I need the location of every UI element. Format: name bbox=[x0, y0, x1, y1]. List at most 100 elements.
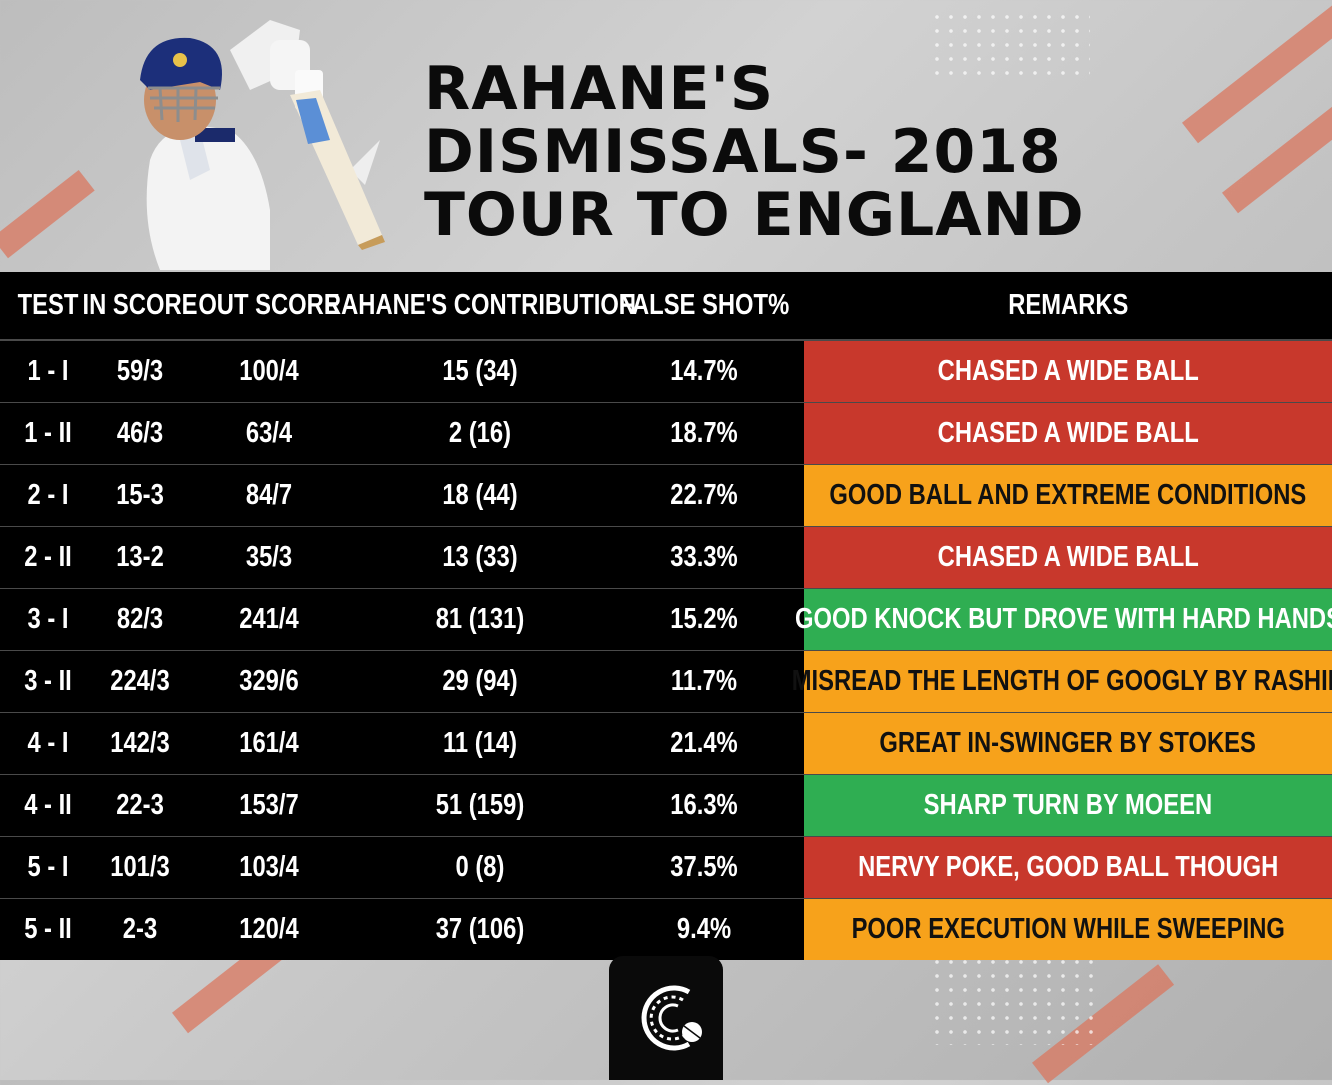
remark-cell: NERVY POKE, GOOD BALL THOUGH bbox=[804, 837, 1332, 898]
remark-text: CHASED A WIDE BALL bbox=[937, 355, 1199, 387]
test-cell: 3 - I bbox=[27, 603, 69, 635]
test-cell: 5 - I bbox=[27, 851, 69, 883]
remark-cell: SHARP TURN BY MOEEN bbox=[804, 775, 1332, 836]
out-score-cell: 84/7 bbox=[245, 479, 293, 511]
table-row: 1 - II 46/3 63/4 2 (16) 18.7% CHASED A WIDE B… bbox=[0, 403, 1332, 465]
in-score-cell: 224/3 bbox=[110, 665, 170, 697]
header-remarks-label: REMARKS bbox=[1007, 289, 1129, 321]
in-score-cell: 2-3 bbox=[122, 913, 158, 945]
decor-stripe bbox=[0, 170, 95, 259]
title-line: RAHANE'S bbox=[424, 54, 775, 124]
in-score-cell: 101/3 bbox=[110, 851, 170, 883]
remark-cell: CHASED A WIDE BALL bbox=[804, 403, 1332, 464]
remark-cell: GREAT IN-SWINGER BY STOKES bbox=[804, 713, 1332, 774]
in-score-cell: 15-3 bbox=[116, 479, 164, 511]
test-cell: 2 - II bbox=[24, 541, 72, 573]
contribution-cell: 51 (159) bbox=[435, 789, 525, 821]
table-header-row: TEST IN SCORE OUT SCORE RAHANE'S CONTRIB… bbox=[0, 272, 1332, 341]
batsman-illustration bbox=[140, 20, 385, 270]
out-score-cell: 100/4 bbox=[239, 355, 299, 387]
table-row: 1 - I 59/3 100/4 15 (34) 14.7% CHASED A WIDE … bbox=[0, 341, 1332, 403]
contribution-cell: 37 (106) bbox=[435, 913, 525, 945]
remark-text: NERVY POKE, GOOD BALL THOUGH bbox=[857, 851, 1279, 883]
contribution-cell: 15 (34) bbox=[442, 355, 518, 387]
false-shot-cell: 33.3% bbox=[670, 541, 738, 573]
test-cell: 1 - I bbox=[27, 355, 69, 387]
in-score-cell: 13-2 bbox=[116, 541, 164, 573]
false-shot-cell: 9.4% bbox=[676, 913, 732, 945]
out-score-cell: 329/6 bbox=[239, 665, 299, 697]
dismissals-table: TEST IN SCORE OUT SCORE RAHANE'S CONTRIB… bbox=[0, 272, 1332, 960]
page-title: RAHANE'S DISMISSALS- 2018 TOUR TO ENGLAN… bbox=[424, 58, 1184, 247]
false-shot-cell: 37.5% bbox=[670, 851, 738, 883]
remark-text: CHASED A WIDE BALL bbox=[937, 417, 1199, 449]
header-contribution: RAHANE'S CONTRIBUTION bbox=[323, 289, 637, 321]
false-shot-cell: 18.7% bbox=[670, 417, 738, 449]
decor-dots bbox=[930, 10, 1090, 80]
header-in-score: IN SCORE bbox=[82, 289, 198, 321]
test-cell: 2 - I bbox=[27, 479, 69, 511]
test-cell: 5 - II bbox=[24, 913, 72, 945]
table-row: 5 - I 101/3 103/4 0 (8) 37.5% NERVY POKE, GOO… bbox=[0, 837, 1332, 899]
table-row: 4 - II 22-3 153/7 51 (159) 16.3% SHARP TURN B… bbox=[0, 775, 1332, 837]
in-score-cell: 59/3 bbox=[116, 355, 164, 387]
title-line: DISMISSALS- 2018 bbox=[424, 117, 1062, 187]
remark-cell: POOR EXECUTION WHILE SWEEPING bbox=[804, 899, 1332, 960]
out-score-cell: 103/4 bbox=[239, 851, 299, 883]
remark-cell: GOOD KNOCK BUT DROVE WITH HARD HANDS bbox=[795, 589, 1332, 650]
out-score-cell: 153/7 bbox=[239, 789, 299, 821]
decor-stripe bbox=[1221, 94, 1332, 214]
test-cell: 3 - II bbox=[24, 665, 72, 697]
remark-cell: MISREAD THE LENGTH OF GOOGLY BY RASHID bbox=[791, 651, 1332, 712]
table-row: 4 - I 142/3 161/4 11 (14) 21.4% GREAT IN-SWIN… bbox=[0, 713, 1332, 775]
contribution-cell: 13 (33) bbox=[442, 541, 518, 573]
contribution-cell: 11 (14) bbox=[442, 727, 518, 759]
test-cell: 4 - II bbox=[24, 789, 72, 821]
in-score-cell: 46/3 bbox=[116, 417, 164, 449]
remark-text: SHARP TURN BY MOEEN bbox=[923, 789, 1213, 821]
title-line: TOUR TO ENGLAND bbox=[424, 180, 1085, 250]
false-shot-cell: 11.7% bbox=[670, 665, 738, 697]
contribution-cell: 2 (16) bbox=[448, 417, 512, 449]
remark-text: POOR EXECUTION WHILE SWEEPING bbox=[851, 913, 1285, 945]
test-cell: 4 - I bbox=[27, 727, 69, 759]
in-score-cell: 82/3 bbox=[116, 603, 164, 635]
remark-text: CHASED A WIDE BALL bbox=[937, 541, 1199, 573]
table-row: 2 - I 15-3 84/7 18 (44) 22.7% GOOD BALL AND E… bbox=[0, 465, 1332, 527]
table-row: 3 - I 82/3 241/4 81 (131) 15.2% GOOD KNOCK BU… bbox=[0, 589, 1332, 651]
header-false-shot: FALSE SHOT% bbox=[618, 289, 790, 321]
remark-cell: CHASED A WIDE BALL bbox=[804, 527, 1332, 588]
false-shot-cell: 15.2% bbox=[670, 603, 738, 635]
remark-cell: GOOD BALL AND EXTREME CONDITIONS bbox=[804, 465, 1332, 526]
out-score-cell: 120/4 bbox=[239, 913, 299, 945]
test-cell: 1 - II bbox=[24, 417, 72, 449]
in-score-cell: 142/3 bbox=[110, 727, 170, 759]
header-out-score: OUT SCORE bbox=[198, 289, 340, 321]
remark-cell: CHASED A WIDE BALL bbox=[804, 341, 1332, 402]
out-score-cell: 63/4 bbox=[245, 417, 293, 449]
remark-text: GREAT IN-SWINGER BY STOKES bbox=[879, 727, 1257, 759]
table-row: 3 - II 224/3 329/6 29 (94) 11.7% MISREAD THE … bbox=[0, 651, 1332, 713]
out-score-cell: 35/3 bbox=[245, 541, 293, 573]
false-shot-cell: 14.7% bbox=[670, 355, 738, 387]
cricket-ball-logo-icon bbox=[641, 985, 702, 1051]
contribution-cell: 18 (44) bbox=[442, 479, 518, 511]
false-shot-cell: 22.7% bbox=[670, 479, 738, 511]
false-shot-cell: 16.3% bbox=[670, 789, 738, 821]
out-score-cell: 161/4 bbox=[239, 727, 299, 759]
remark-text: GOOD BALL AND EXTREME CONDITIONS bbox=[829, 479, 1307, 511]
brand-logo bbox=[609, 956, 723, 1080]
decor-dots bbox=[930, 955, 1100, 1045]
header-test: TEST bbox=[17, 289, 79, 321]
contribution-cell: 29 (94) bbox=[442, 665, 518, 697]
out-score-cell: 241/4 bbox=[239, 603, 299, 635]
table-row: 2 - II 13-2 35/3 13 (33) 33.3% CHASED A WIDE … bbox=[0, 527, 1332, 589]
header-remarks: REMARKS bbox=[804, 272, 1332, 339]
remark-text: GOOD KNOCK BUT DROVE WITH HARD HANDS bbox=[794, 603, 1332, 635]
decor-stripe bbox=[1181, 0, 1332, 144]
false-shot-cell: 21.4% bbox=[670, 727, 738, 759]
table-row: 5 - II 2-3 120/4 37 (106) 9.4% POOR EXECUTION… bbox=[0, 899, 1332, 960]
contribution-cell: 0 (8) bbox=[455, 851, 505, 883]
remark-text: MISREAD THE LENGTH OF GOOGLY BY RASHID bbox=[791, 665, 1332, 697]
in-score-cell: 22-3 bbox=[116, 789, 164, 821]
